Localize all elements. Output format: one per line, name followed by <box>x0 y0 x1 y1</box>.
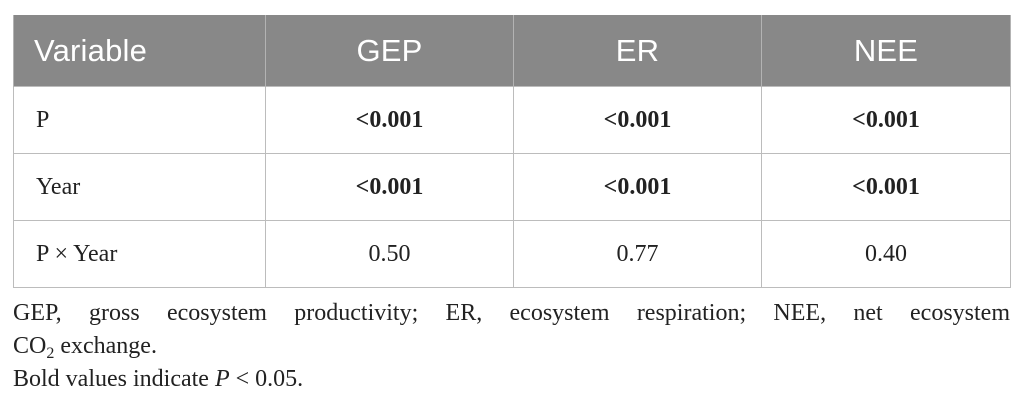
table-body: P <0.001 <0.001 <0.001 Year <0.001 <0.00… <box>13 86 1011 288</box>
cell-p-gep: <0.001 <box>265 86 514 154</box>
cell-p-nee: <0.001 <box>761 86 1011 154</box>
row-label-year: Year <box>13 153 266 221</box>
header-gep: GEP <box>265 15 514 87</box>
cell-year-er: <0.001 <box>513 153 762 221</box>
cell-pxyear-nee: 0.40 <box>761 220 1011 288</box>
row-label-p-x-year: P × Year <box>13 220 266 288</box>
cell-pxyear-gep: 0.50 <box>265 220 514 288</box>
p-italic: P <box>214 366 230 392</box>
footnote-abbreviations-cont: CO2 exchange. <box>13 330 1010 363</box>
table-header: Variable GEP ER NEE <box>13 15 1011 87</box>
exchange-text: exchange. <box>54 333 157 359</box>
header-variable: Variable <box>13 15 266 87</box>
table-row: Year <0.001 <0.001 <0.001 <box>13 153 1011 221</box>
cell-pxyear-er: 0.77 <box>513 220 762 288</box>
results-table: Variable GEP ER NEE P <0.001 <0.001 <0.0… <box>13 15 1011 288</box>
bold-note-text: Bold values indicate <box>13 366 215 392</box>
table-row: P <0.001 <0.001 <0.001 <box>13 86 1011 154</box>
co2-text: CO <box>13 333 47 359</box>
header-row: Variable GEP ER NEE <box>13 15 1011 87</box>
row-label-p: P <box>13 86 266 154</box>
header-er: ER <box>513 15 762 87</box>
footnote-significance: Bold values indicate P < 0.05. <box>13 363 1010 396</box>
table-footnote: GEP, gross ecosystem productivity; ER, e… <box>13 297 1010 396</box>
threshold-text: < 0.05. <box>229 366 304 392</box>
header-nee: NEE <box>761 15 1011 87</box>
cell-p-er: <0.001 <box>513 86 762 154</box>
results-table-container: Variable GEP ER NEE P <0.001 <0.001 <0.0… <box>13 15 1011 288</box>
cell-year-nee: <0.001 <box>761 153 1011 221</box>
co2-subscript: 2 <box>46 345 55 362</box>
footnote-abbreviations: GEP, gross ecosystem productivity; ER, e… <box>13 300 1010 326</box>
cell-year-gep: <0.001 <box>265 153 514 221</box>
table-row: P × Year 0.50 0.77 0.40 <box>13 220 1011 288</box>
